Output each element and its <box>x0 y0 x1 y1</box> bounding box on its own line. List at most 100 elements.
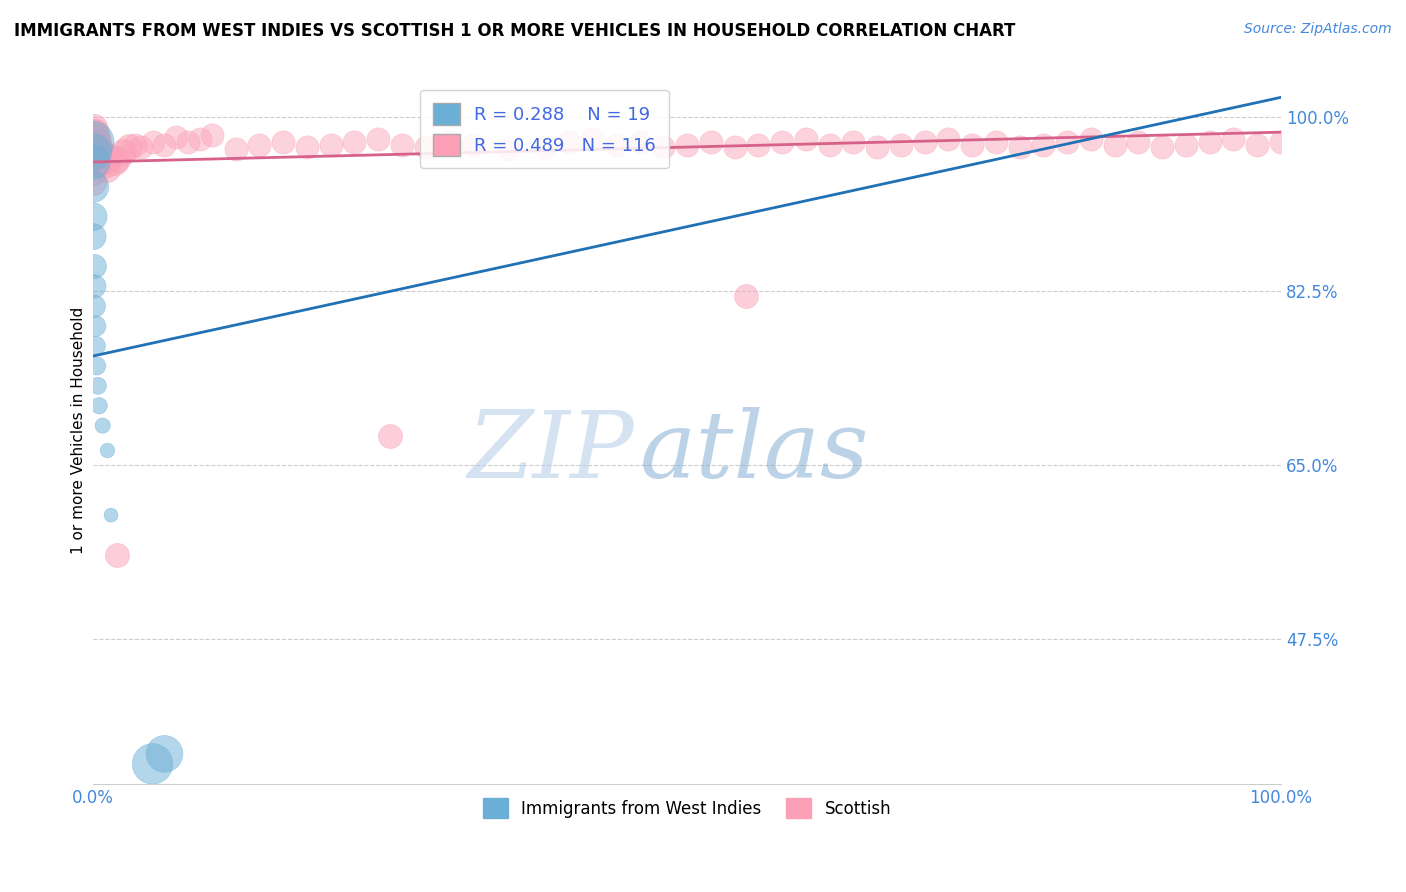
Point <box>818 138 841 153</box>
Point <box>82 229 104 244</box>
Point <box>118 140 141 154</box>
Point <box>201 128 224 142</box>
Point <box>938 132 960 146</box>
Point <box>87 379 110 393</box>
Point <box>82 179 104 194</box>
Point <box>177 135 200 149</box>
Point <box>866 140 889 154</box>
Point <box>770 135 793 149</box>
Point <box>82 155 104 169</box>
Point <box>842 135 865 149</box>
Point <box>103 155 125 169</box>
Point <box>890 138 912 153</box>
Point <box>89 150 111 164</box>
Point <box>271 135 294 149</box>
Point <box>84 135 107 149</box>
Point <box>100 508 122 523</box>
Point <box>1174 138 1197 153</box>
Point <box>86 359 108 373</box>
Point <box>1128 135 1150 149</box>
Point <box>93 155 115 169</box>
Point <box>94 158 117 172</box>
Point <box>295 140 318 154</box>
Text: IMMIGRANTS FROM WEST INDIES VS SCOTTISH 1 OR MORE VEHICLES IN HOUSEHOLD CORRELAT: IMMIGRANTS FROM WEST INDIES VS SCOTTISH … <box>14 22 1015 40</box>
Point <box>165 130 187 145</box>
Point <box>735 289 758 303</box>
Point <box>652 140 675 154</box>
Point <box>1270 135 1292 149</box>
Point <box>83 299 105 313</box>
Point <box>83 279 105 293</box>
Point <box>1032 138 1054 153</box>
Point <box>111 145 134 159</box>
Point <box>89 140 111 154</box>
Point <box>794 132 817 146</box>
Point <box>82 125 104 139</box>
Text: atlas: atlas <box>640 407 869 497</box>
Point <box>89 399 111 413</box>
Point <box>83 150 105 164</box>
Point <box>82 155 104 169</box>
Point <box>82 145 104 159</box>
Point <box>90 150 112 164</box>
Point <box>82 210 104 224</box>
Point <box>367 132 389 146</box>
Point <box>82 165 104 179</box>
Point <box>153 747 176 761</box>
Point <box>83 140 105 154</box>
Point <box>984 135 1007 149</box>
Point <box>84 319 107 334</box>
Point <box>557 135 579 149</box>
Text: ZIP: ZIP <box>467 407 634 497</box>
Legend: Immigrants from West Indies, Scottish: Immigrants from West Indies, Scottish <box>477 791 898 825</box>
Point <box>96 443 118 458</box>
Point <box>100 150 122 164</box>
Point <box>142 135 165 149</box>
Point <box>84 125 107 139</box>
Point <box>96 161 118 176</box>
Point <box>605 138 627 153</box>
Point <box>676 138 699 153</box>
Point <box>153 138 176 153</box>
Point <box>1008 140 1031 154</box>
Point <box>378 428 401 442</box>
Point <box>439 135 461 149</box>
Point <box>533 140 555 154</box>
Point <box>463 138 485 153</box>
Point <box>1152 140 1174 154</box>
Point <box>415 140 437 154</box>
Point <box>84 145 107 159</box>
Point <box>188 132 211 146</box>
Point <box>91 418 114 433</box>
Point <box>319 138 342 153</box>
Point <box>1104 138 1126 153</box>
Point <box>86 140 108 154</box>
Point <box>498 142 520 156</box>
Point <box>581 132 603 146</box>
Point <box>700 135 723 149</box>
Point <box>82 175 104 189</box>
Point <box>628 135 651 149</box>
Point <box>89 145 111 159</box>
Point <box>82 135 104 149</box>
Point <box>1222 132 1244 146</box>
Point <box>82 135 104 149</box>
Point <box>1198 135 1220 149</box>
Point <box>84 339 107 353</box>
Text: Source: ZipAtlas.com: Source: ZipAtlas.com <box>1244 22 1392 37</box>
Point <box>142 756 165 771</box>
Point <box>249 138 271 153</box>
Point <box>723 140 745 154</box>
Point <box>83 260 105 274</box>
Point <box>124 138 146 153</box>
Point <box>747 138 769 153</box>
Point <box>391 138 413 153</box>
Point <box>1056 135 1078 149</box>
Point <box>343 135 366 149</box>
Point <box>83 130 105 145</box>
Point <box>960 138 983 153</box>
Point <box>87 145 110 159</box>
Point <box>105 152 128 166</box>
Point <box>91 152 114 166</box>
Point <box>129 140 152 154</box>
